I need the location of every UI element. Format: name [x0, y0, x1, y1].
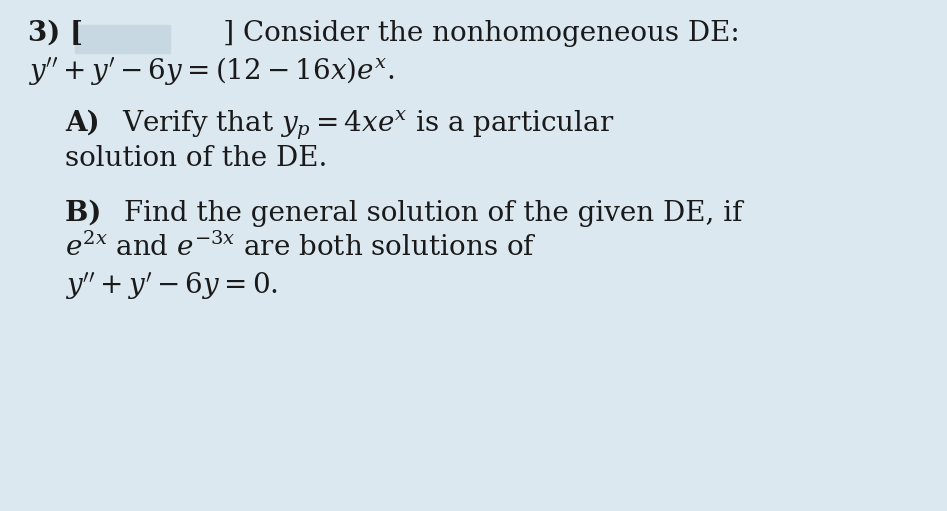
Text: solution of the DE.: solution of the DE. — [65, 145, 328, 172]
Text: $y'' + y' - 6y = (12 - 16x)e^x.$: $y'' + y' - 6y = (12 - 16x)e^x.$ — [28, 55, 394, 87]
Text: B): B) — [65, 200, 111, 227]
Text: A): A) — [65, 110, 109, 137]
FancyBboxPatch shape — [75, 25, 170, 53]
Text: ] Consider the nonhomogeneous DE:: ] Consider the nonhomogeneous DE: — [99, 20, 740, 47]
Text: Find the general solution of the given DE, if: Find the general solution of the given D… — [124, 200, 742, 227]
Text: $e^{2x}$ and $e^{-3x}$ are both solutions of: $e^{2x}$ and $e^{-3x}$ are both solution… — [65, 233, 537, 262]
Text: 3) [: 3) [ — [28, 20, 83, 47]
Text: Verify that $y_p = 4xe^x$ is a particular: Verify that $y_p = 4xe^x$ is a particula… — [122, 108, 615, 142]
Text: $y'' + y' - 6y = 0.$: $y'' + y' - 6y = 0.$ — [65, 269, 277, 301]
